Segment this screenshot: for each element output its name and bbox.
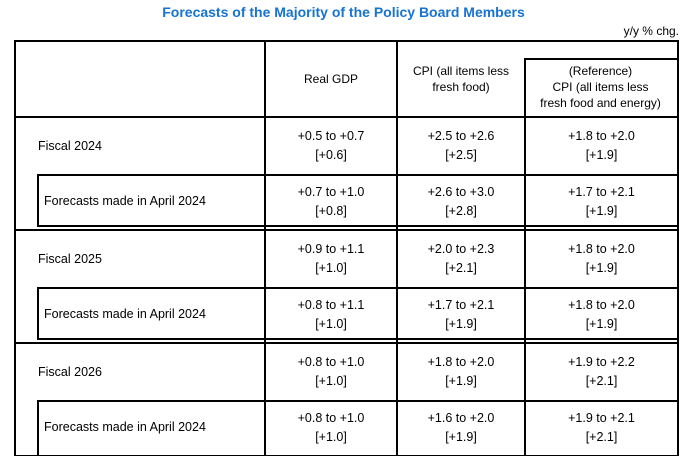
value-median: [+1.9] bbox=[585, 261, 618, 275]
value-median: [+2.5] bbox=[445, 148, 477, 162]
header-cell-cpi-reference: (Reference) CPI (all items less fresh fo… bbox=[524, 42, 677, 116]
value-median: [+0.6] bbox=[315, 148, 347, 162]
value-range: +0.5 to +0.7 bbox=[297, 129, 365, 143]
value-cell-cpi-reference: +1.7 to +2.1 [+1.9] bbox=[524, 174, 677, 229]
unit-note: y/y % chg. bbox=[623, 24, 679, 38]
value-cell-cpi: +1.8 to +2.0 [+1.9] bbox=[396, 344, 524, 400]
value-range: +0.8 to +1.0 bbox=[297, 355, 365, 369]
table-row-fiscal-2025: Fiscal 2025 +0.9 to +1.1 [+1.0] +2.0 to … bbox=[16, 231, 677, 287]
value-cell-cpi: +2.6 to +3.0 [+2.8] bbox=[396, 174, 524, 229]
page-title: Forecasts of the Majority of the Policy … bbox=[162, 4, 525, 20]
row-label: Fiscal 2026 bbox=[38, 364, 102, 379]
value-median: [+1.9] bbox=[585, 203, 618, 218]
value-range: +2.5 to +2.6 bbox=[427, 129, 495, 143]
value-cell-cpi-reference: +1.8 to +2.0 [+1.9] bbox=[524, 231, 677, 287]
value-range: +2.6 to +3.0 bbox=[427, 184, 495, 199]
value-range: +1.9 to +2.1 bbox=[568, 410, 635, 425]
value-cell-gdp: +0.8 to +1.0 [+1.0] bbox=[264, 344, 396, 400]
value-cell-cpi: +2.0 to +2.3 [+2.1] bbox=[396, 231, 524, 287]
value-range: +0.7 to +1.0 bbox=[297, 184, 365, 199]
value-range: +0.9 to +1.1 bbox=[297, 242, 365, 256]
value-range: +1.7 to +2.1 bbox=[427, 297, 495, 312]
value-median: [+1.9] bbox=[585, 316, 618, 331]
forecast-table: Real GDP CPI (all items less fresh food)… bbox=[14, 40, 679, 456]
table-row-april-forecast-2024: Forecasts made in April 2024 +0.7 to +1.… bbox=[16, 174, 677, 231]
value-median: [+2.8] bbox=[445, 203, 477, 218]
value-median: [+2.1] bbox=[585, 374, 618, 388]
row-label: Forecasts made in April 2024 bbox=[44, 420, 206, 434]
table-row-april-forecast-2025: Forecasts made in April 2024 +0.8 to +1.… bbox=[16, 287, 677, 344]
value-median: [+1.0] bbox=[315, 316, 347, 331]
reference-inset-border bbox=[524, 58, 677, 116]
value-median: [+1.9] bbox=[445, 316, 477, 331]
value-range: +1.6 to +2.0 bbox=[427, 410, 495, 425]
value-cell-gdp: +0.9 to +1.1 [+1.0] bbox=[264, 231, 396, 287]
table-row-fiscal-2024: Fiscal 2024 +0.5 to +0.7 [+0.6] +2.5 to … bbox=[16, 118, 677, 174]
row-label: Fiscal 2024 bbox=[38, 138, 102, 153]
value-range: +1.8 to +2.0 bbox=[568, 129, 635, 143]
value-range: +1.8 to +2.0 bbox=[568, 242, 635, 256]
row-label: Fiscal 2025 bbox=[38, 251, 102, 266]
value-range: +0.8 to +1.1 bbox=[297, 297, 365, 312]
value-cell-cpi: +1.6 to +2.0 [+1.9] bbox=[396, 400, 524, 455]
value-range: +1.8 to +2.0 bbox=[427, 355, 495, 369]
header-cell-cpi: CPI (all items less fresh food) bbox=[396, 42, 524, 116]
value-cell-cpi: +1.7 to +2.1 [+1.9] bbox=[396, 287, 524, 342]
header-cell-real-gdp: Real GDP bbox=[264, 42, 396, 116]
value-median: [+1.0] bbox=[315, 374, 347, 388]
value-cell-cpi-reference: +1.9 to +2.2 [+2.1] bbox=[524, 344, 677, 400]
row-label: Forecasts made in April 2024 bbox=[44, 307, 206, 321]
value-median: [+1.0] bbox=[315, 429, 347, 444]
table-row-april-forecast-2026: Forecasts made in April 2024 +0.8 to +1.… bbox=[16, 400, 677, 455]
value-range: +1.8 to +2.0 bbox=[568, 297, 635, 312]
value-median: [+2.1] bbox=[445, 261, 477, 275]
value-cell-gdp: +0.7 to +1.0 [+0.8] bbox=[264, 174, 396, 229]
value-median: [+1.9] bbox=[445, 429, 477, 444]
value-range: +1.9 to +2.2 bbox=[568, 355, 635, 369]
value-cell-gdp: +0.8 to +1.1 [+1.0] bbox=[264, 287, 396, 342]
value-range: +0.8 to +1.0 bbox=[297, 410, 365, 425]
value-median: [+1.9] bbox=[445, 374, 477, 388]
value-cell-gdp: +0.8 to +1.0 [+1.0] bbox=[264, 400, 396, 455]
value-cell-cpi-reference: +1.9 to +2.1 [+2.1] bbox=[524, 400, 677, 455]
value-cell-cpi: +2.5 to +2.6 [+2.5] bbox=[396, 118, 524, 174]
value-median: [+1.9] bbox=[585, 148, 618, 162]
row-label: Forecasts made in April 2024 bbox=[44, 194, 206, 208]
value-cell-cpi-reference: +1.8 to +2.0 [+1.9] bbox=[524, 118, 677, 174]
header-cell-empty bbox=[16, 42, 264, 116]
value-median: [+1.0] bbox=[315, 261, 347, 275]
value-cell-cpi-reference: +1.8 to +2.0 [+1.9] bbox=[524, 287, 677, 342]
value-range: +1.7 to +2.1 bbox=[568, 184, 635, 199]
value-cell-gdp: +0.5 to +0.7 [+0.6] bbox=[264, 118, 396, 174]
value-median: [+2.1] bbox=[585, 429, 618, 444]
value-range: +2.0 to +2.3 bbox=[427, 242, 495, 256]
value-median: [+0.8] bbox=[315, 203, 347, 218]
header-cpi-reference-label: (Reference) CPI (all items less fresh fo… bbox=[540, 64, 661, 110]
table-header-row: Real GDP CPI (all items less fresh food)… bbox=[16, 42, 677, 118]
table-row-fiscal-2026: Fiscal 2026 +0.8 to +1.0 [+1.0] +1.8 to … bbox=[16, 344, 677, 400]
